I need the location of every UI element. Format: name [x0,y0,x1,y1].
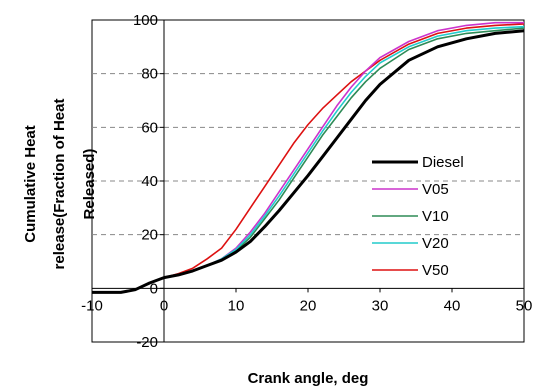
legend-label-v20: V20 [422,235,449,252]
x-tick-30: 30 [372,297,389,314]
legend-label-v05: V05 [422,181,449,198]
y-tick-20: 20 [141,227,158,244]
x-tick--10: -10 [81,297,103,314]
x-tick-50: 50 [516,297,533,314]
x-tick-0: 0 [160,297,168,314]
y-tick-60: 60 [141,119,158,136]
y-tick-80: 80 [141,66,158,83]
y-tick-100: 100 [133,12,158,29]
legend-label-v50: V50 [422,262,449,279]
y-axis-title-line3: Released) [81,149,98,220]
y-tick-40: 40 [141,173,158,190]
tick-labels: -20 0 20 40 60 80 100 -10 0 10 20 30 40 50 [81,12,532,351]
series-lines [92,21,525,294]
legend-label-diesel: Diesel [422,154,464,171]
y-axis-title: Cumulative Heat release(Fraction of Heat… [22,99,98,270]
x-axis-title: Crank angle, deg [248,370,369,387]
y-tick-0: 0 [150,280,158,297]
y-axis-title-line1: Cumulative Heat [22,125,39,243]
x-tick-20: 20 [300,297,317,314]
legend-label-v10: V10 [422,208,449,225]
x-tick-10: 10 [228,297,245,314]
y-tick--20: -20 [136,334,158,351]
series-line-diesel [92,29,525,294]
legend: Diesel V05 V10 V20 V50 [372,154,464,279]
y-axis-title-line2: release(Fraction of Heat [51,99,68,270]
x-tick-40: 40 [444,297,461,314]
